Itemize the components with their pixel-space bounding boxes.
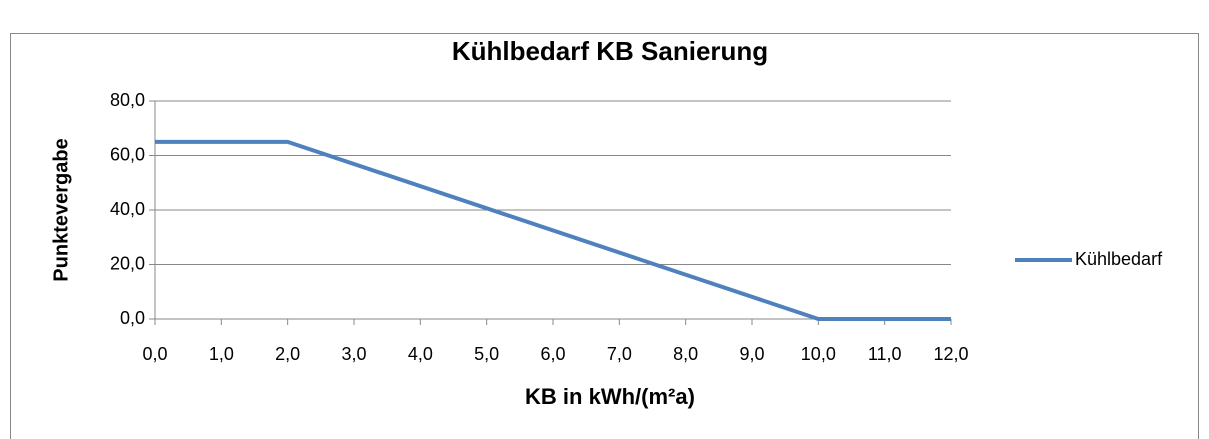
- x-tick-label: 1,0: [209, 344, 234, 364]
- y-tick-label: 20,0: [110, 253, 145, 273]
- x-tick-label: 9,0: [739, 344, 764, 364]
- x-tick-label: 12,0: [933, 344, 968, 364]
- x-axis-label: KB in kWh/(m²a): [525, 384, 695, 409]
- x-tick-label: 10,0: [801, 344, 836, 364]
- chart-title: Kühlbedarf KB Sanierung: [452, 36, 768, 66]
- x-tick-label: 6,0: [540, 344, 565, 364]
- x-tick-label: 7,0: [607, 344, 632, 364]
- y-tick-label: 80,0: [110, 90, 145, 110]
- legend-label: Kühlbedarf: [1075, 249, 1163, 269]
- x-tick-label: 3,0: [341, 344, 366, 364]
- x-tick-label: 11,0: [868, 344, 902, 364]
- y-tick-label: 60,0: [110, 144, 145, 164]
- y-tick-label: 0,0: [120, 308, 145, 328]
- data-line: [155, 139, 951, 321]
- y-tick-label: 40,0: [110, 199, 145, 219]
- y-axis-label: Punktevergabe: [50, 138, 72, 281]
- x-tick-label: 8,0: [673, 344, 698, 364]
- chart-border: [10, 33, 1199, 439]
- x-tick-label: 4,0: [408, 344, 433, 364]
- x-tick-label: 5,0: [474, 344, 499, 364]
- x-tick-label: 2,0: [275, 344, 300, 364]
- x-tick-label: 0,0: [142, 344, 167, 364]
